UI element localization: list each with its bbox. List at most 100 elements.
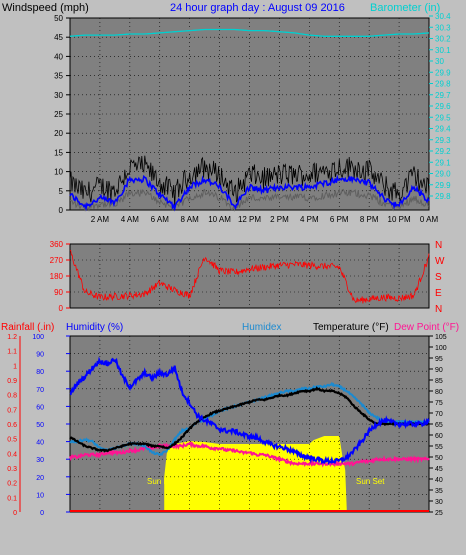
compass-label: N: [435, 240, 442, 251]
humidity-tick-label: 50: [36, 422, 44, 429]
dir-tick-label: 360: [50, 240, 64, 249]
humidity-line: [69, 356, 430, 466]
temp-tick-label: 105: [435, 334, 447, 341]
wind-tick-label: 40: [54, 52, 63, 61]
gust-line: [69, 155, 430, 206]
rain-tick-label: 1.2: [7, 334, 17, 341]
wind-tick-label: 10: [54, 168, 63, 177]
baro-tick-label: 30.2: [435, 35, 451, 44]
temp-tick-label: 50: [435, 455, 443, 462]
sunrise-label: Sun Rise: [147, 477, 180, 486]
wind-direction-line: [69, 249, 430, 304]
temp-tick-label: 80: [435, 389, 443, 396]
humidity-tick-label: 90: [36, 352, 44, 359]
x-tick-label: 4 PM: [300, 215, 319, 224]
temperature-label: Temperature (°F): [313, 322, 389, 333]
humidity-tick-label: 100: [32, 334, 44, 341]
baro-tick-label: 29.9: [435, 68, 451, 77]
x-tick-label: 6 PM: [330, 215, 349, 224]
baro-tick-label: 29.2: [435, 147, 451, 156]
rain-tick-label: 0.3: [7, 466, 17, 473]
wind-low-line: [69, 187, 430, 212]
dir-tick-label: 0: [59, 304, 64, 313]
wind-tick-label: 20: [54, 129, 63, 138]
temp-tick-label: 55: [435, 444, 443, 451]
humidity-tick-label: 40: [36, 440, 44, 447]
wind-baro-panel: 0 5 10 15 20 25 30 35 40 45 50 29.8 29.9 29.0 29.1 29.…: [2, 2, 451, 224]
x-tick-label: 10 AM: [208, 215, 231, 224]
dir-tick-label: 270: [50, 256, 64, 265]
temp-tick-label: 75: [435, 400, 443, 407]
baro-tick-label: 30.3: [435, 23, 451, 32]
wind-tick-label: 45: [54, 33, 63, 42]
wind-tick-label: 25: [54, 110, 63, 119]
compass-label: S: [435, 272, 442, 283]
rain-tick-label: 1: [13, 363, 17, 370]
temperature-line: [69, 386, 430, 453]
wind-tick-label: 30: [54, 91, 63, 100]
windspeed-label: Windspeed (mph): [2, 2, 89, 14]
x-tick-label: 2 AM: [91, 215, 110, 224]
temp-tick-label: 70: [435, 411, 443, 418]
rain-tick-label: 0.2: [7, 481, 17, 488]
wind-tick-label: 35: [54, 72, 63, 81]
temp-tick-label: 40: [435, 477, 443, 484]
humidity-tick-label: 0: [40, 510, 44, 517]
temp-tick-label: 30: [435, 499, 443, 506]
baro-tick-label: 29.7: [435, 91, 451, 100]
temp-tick-label: 45: [435, 466, 443, 473]
temp-tick-label: 35: [435, 488, 443, 495]
x-tick-label: 12 PM: [238, 215, 261, 224]
temp-tick-label: 90: [435, 367, 443, 374]
humidity-tick-label: 30: [36, 457, 44, 464]
wind-tick-label: 50: [54, 14, 63, 23]
rain-tick-label: 0.8: [7, 393, 17, 400]
humidity-label: Humidity (%): [66, 322, 123, 333]
compass-label: E: [435, 288, 442, 299]
temp-humidity-panel: 0 0.1 0.2 0.3 0.4 0.5 0.6 0.7 0.8 0.9 1 1.1 1.2 0 10 2…: [1, 322, 459, 517]
dir-tick-label: 180: [50, 272, 64, 281]
humidity-tick-label: 80: [36, 369, 44, 376]
baro-tick-label: 29.5: [435, 113, 451, 122]
x-tick-label: 2 PM: [270, 215, 289, 224]
rainfall-label: Rainfall (.in): [1, 322, 54, 333]
baro-tick-label: 29.1: [435, 158, 451, 167]
baro-tick-label: 29.4: [435, 125, 451, 134]
humidity-tick-label: 60: [36, 404, 44, 411]
barometer-label: Barometer (in): [370, 2, 440, 14]
windspeed-line: [69, 174, 430, 212]
temp-tick-label: 65: [435, 422, 443, 429]
temp-tick-label: 95: [435, 356, 443, 363]
humidity-tick-label: 20: [36, 475, 44, 482]
baro-tick-label: 30.1: [435, 46, 451, 55]
temp-tick-label: 100: [435, 345, 447, 352]
rain-tick-label: 0.9: [7, 378, 17, 385]
rain-tick-label: 0: [13, 510, 17, 517]
x-tick-label: 4 AM: [121, 215, 140, 224]
baro-tick-label: 29.3: [435, 136, 451, 145]
x-tick-label: 8 AM: [181, 215, 200, 224]
chart-title: 24 hour graph day : August 09 2016: [170, 2, 345, 14]
rain-tick-label: 0.7: [7, 407, 17, 414]
baro-tick-label: 30: [435, 57, 444, 66]
rain-tick-label: 1.1: [7, 349, 17, 356]
rain-tick-label: 0.4: [7, 451, 17, 458]
temp-tick-label: 85: [435, 378, 443, 385]
wind-tick-label: 0: [59, 206, 64, 215]
wind-tick-label: 15: [54, 148, 63, 157]
dewpoint-label: Dew Point (°F): [394, 322, 459, 333]
sunset-label: Sun Set: [356, 477, 385, 486]
baro-tick-label: 29.9: [435, 181, 451, 190]
temp-tick-label: 25: [435, 510, 443, 517]
rain-tick-label: 0.1: [7, 495, 17, 502]
baro-tick-label: 29.8: [435, 80, 451, 89]
dir-tick-label: 90: [54, 288, 63, 297]
baro-tick-label: 30.4: [435, 12, 451, 21]
barometer-line: [69, 28, 430, 37]
baro-tick-label: 29.0: [435, 170, 451, 179]
dewpoint-line: [69, 441, 430, 468]
humidity-tick-label: 10: [36, 492, 44, 499]
humidex-label: Humidex: [242, 322, 281, 333]
wind-tick-label: 5: [59, 187, 64, 196]
